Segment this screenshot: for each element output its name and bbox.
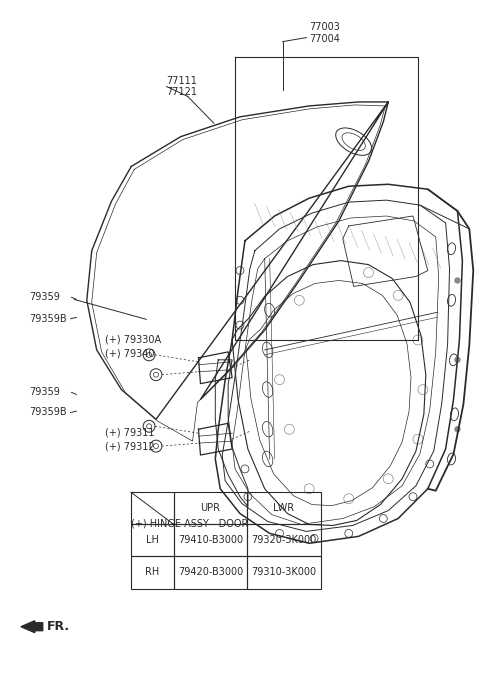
Text: (+) 79330A: (+) 79330A <box>105 335 161 344</box>
Text: UPR: UPR <box>200 503 220 513</box>
Text: LH: LH <box>146 535 159 545</box>
Bar <box>131 556 174 589</box>
Text: FR.: FR. <box>47 620 70 633</box>
Circle shape <box>455 427 460 432</box>
Text: 79359: 79359 <box>29 387 60 398</box>
Bar <box>131 492 174 524</box>
Text: (+) HINGE ASSY - DOOR: (+) HINGE ASSY - DOOR <box>131 518 248 529</box>
Text: (+) 79311: (+) 79311 <box>105 427 154 437</box>
Text: RH: RH <box>145 568 159 578</box>
Bar <box>247 524 321 556</box>
Text: LWR: LWR <box>273 503 294 513</box>
Text: 79359B: 79359B <box>29 314 67 324</box>
Bar <box>131 524 174 556</box>
FancyArrow shape <box>21 621 43 632</box>
Bar <box>174 492 247 524</box>
Text: 79320-3K000: 79320-3K000 <box>251 535 316 545</box>
Text: 79310-3K000: 79310-3K000 <box>252 568 316 578</box>
Text: (+) 79312: (+) 79312 <box>105 441 155 452</box>
Circle shape <box>455 357 460 362</box>
Bar <box>174 524 247 556</box>
Bar <box>174 556 247 589</box>
Bar <box>247 556 321 589</box>
Text: 77003
77004: 77003 77004 <box>309 22 340 44</box>
Text: 79410-B3000: 79410-B3000 <box>178 535 243 545</box>
Text: 77111
77121: 77111 77121 <box>167 76 197 97</box>
Text: 79420-B3000: 79420-B3000 <box>178 568 243 578</box>
Text: (+) 79340: (+) 79340 <box>105 348 154 358</box>
Bar <box>247 492 321 524</box>
Circle shape <box>455 278 460 283</box>
Text: 79359B: 79359B <box>29 408 67 417</box>
Text: 79359: 79359 <box>29 292 60 302</box>
